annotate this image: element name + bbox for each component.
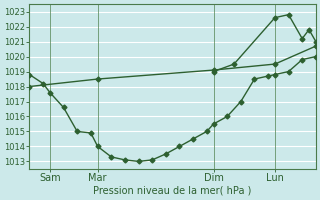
X-axis label: Pression niveau de la mer( hPa ): Pression niveau de la mer( hPa ) — [93, 186, 252, 196]
